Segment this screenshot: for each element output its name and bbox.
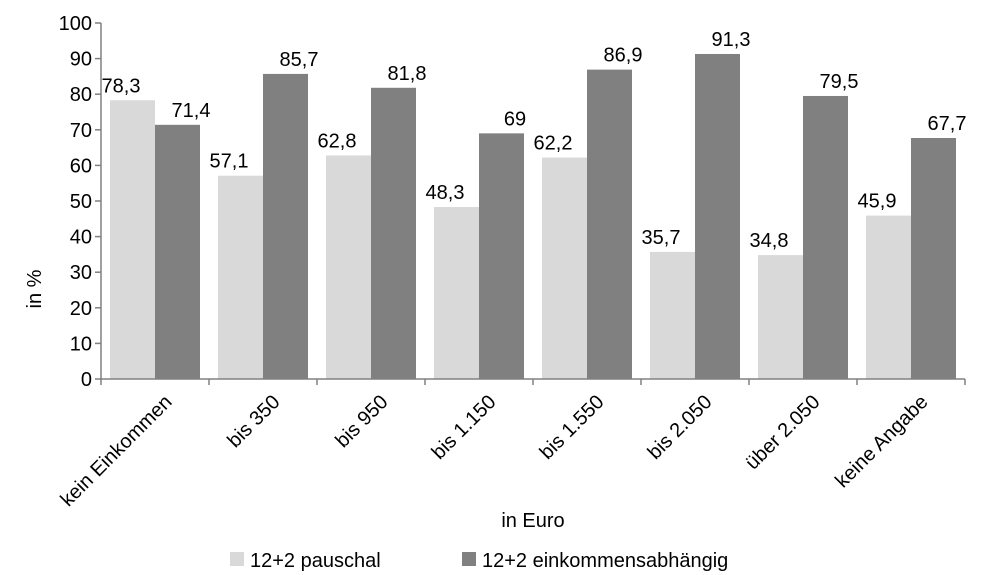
x-tick-label: bis 350 xyxy=(223,391,284,452)
bar xyxy=(110,100,155,379)
y-tick-label: 10 xyxy=(70,333,92,355)
bar xyxy=(155,124,200,379)
y-tick-label: 40 xyxy=(70,227,92,249)
legend-label-einkommensabhaengig: 12+2 einkommensabhängig xyxy=(482,550,728,572)
x-tick-label: bis 2.050 xyxy=(644,391,717,464)
bar xyxy=(587,69,632,380)
data-label: 71,4 xyxy=(172,100,211,122)
y-axis-title: in % xyxy=(24,269,46,308)
bar xyxy=(650,251,695,379)
bar xyxy=(803,95,848,379)
y-tick-label: 20 xyxy=(70,298,92,320)
data-label: 48,3 xyxy=(426,182,465,204)
data-label: 69 xyxy=(504,108,526,130)
bar xyxy=(542,157,587,379)
data-label: 67,7 xyxy=(928,113,967,135)
x-tick-label: keine Angabe xyxy=(831,391,932,492)
bar xyxy=(479,133,524,379)
data-label: 79,5 xyxy=(820,71,859,93)
data-label: 91,3 xyxy=(712,29,751,51)
data-label: 85,7 xyxy=(280,49,319,71)
bar xyxy=(911,137,956,379)
data-label: 34,8 xyxy=(750,230,789,252)
data-label: 81,8 xyxy=(388,63,427,85)
x-tick-label: bis 950 xyxy=(331,391,392,452)
data-label: 35,7 xyxy=(642,227,681,249)
y-tick-label: 0 xyxy=(81,369,92,391)
bar xyxy=(434,207,479,379)
bar xyxy=(218,175,263,379)
y-tick-label: 70 xyxy=(70,120,92,142)
bar xyxy=(371,87,416,380)
bar xyxy=(263,73,308,380)
y-tick-label: 90 xyxy=(70,49,92,71)
legend-swatch-pauschal xyxy=(230,552,244,566)
y-tick-label: 50 xyxy=(70,191,92,213)
legend: 12+2 pauschal 12+2 einkommensabhängig xyxy=(230,550,728,572)
y-tick-label: 30 xyxy=(70,262,92,284)
y-tick-label: 80 xyxy=(70,84,92,106)
data-label: 86,9 xyxy=(604,45,643,67)
x-tick-label: über 2.050 xyxy=(741,391,824,474)
bar xyxy=(866,215,911,379)
x-tick-label: kein Einkommen xyxy=(56,391,176,511)
x-tick-label: bis 1.150 xyxy=(428,391,501,464)
data-label: 62,2 xyxy=(534,133,573,155)
bars-layer xyxy=(110,53,956,380)
x-tick-label: bis 1.550 xyxy=(536,391,609,464)
legend-swatch-einkommensabhaengig xyxy=(462,552,476,566)
data-label: 78,3 xyxy=(102,75,141,97)
y-tick-label: 60 xyxy=(70,155,92,177)
data-label: 57,1 xyxy=(210,151,249,173)
y-tick-label: 100 xyxy=(59,13,92,35)
bar xyxy=(695,53,740,380)
x-axis-title: in Euro xyxy=(501,510,564,532)
data-labels-layer: 78,3 71,4 57,1 85,7 62,8 81,8 48,3 69 62,2 86,9 35… xyxy=(102,29,967,252)
bar xyxy=(758,255,803,379)
y-ticks-layer: 0 10 20 30 40 50 60 70 80 90 100 xyxy=(59,13,101,391)
data-label: 45,9 xyxy=(858,191,897,213)
bar xyxy=(326,155,371,379)
x-ticks-layer xyxy=(100,379,966,385)
data-label: 62,8 xyxy=(318,130,357,152)
x-tick-labels-layer: kein Einkommen bis 350 bis 950 bis 1.150 bis… xyxy=(56,391,932,511)
legend-label-pauschal: 12+2 pauschal xyxy=(250,550,381,572)
